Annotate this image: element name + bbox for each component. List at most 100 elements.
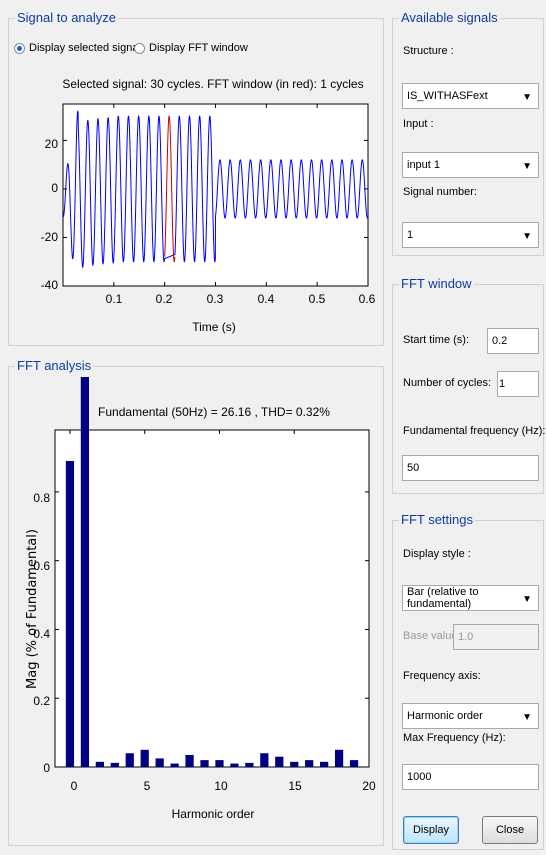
fft-settings-title: FFT settings xyxy=(399,512,476,528)
fft-xtick-20: 20 xyxy=(362,779,376,793)
base-value-label: Base value: xyxy=(403,630,461,642)
fft-xtick-10: 10 xyxy=(214,779,228,793)
signal-ytick-m40: -40 xyxy=(41,278,59,292)
fft-ytick-0.6: 0.6 xyxy=(33,559,50,573)
signal-xtick-0.4: 0.4 xyxy=(258,292,275,306)
base-value-input: 1.0 xyxy=(453,624,539,650)
fft-ytick-0.4: 0.4 xyxy=(33,627,50,641)
radio-display-selected[interactable]: Display selected signal xyxy=(14,42,141,54)
fft-ytick-0: 0 xyxy=(43,761,50,775)
chevron-down-icon[interactable]: ▼ xyxy=(522,231,532,242)
signal-panel-title: Signal to analyze xyxy=(15,10,119,26)
structure-select[interactable]: IS_WITHASFext ▼ xyxy=(402,83,539,109)
display-style-value: Bar (relative to fundamental) xyxy=(407,586,479,610)
fft-plot-area xyxy=(54,429,370,768)
input-select[interactable]: input 1 ▼ xyxy=(402,152,539,178)
fft-window-title: FFT window xyxy=(399,276,474,292)
fft-bar xyxy=(95,761,104,767)
fft-bar xyxy=(275,756,284,767)
max-freq-input[interactable]: 1000 xyxy=(402,764,539,790)
fund-freq-value: 50 xyxy=(407,462,420,474)
fft-window-panel: FFT window xyxy=(392,276,544,494)
fft-plot: Fundamental (50Hz) = 26.16 , THD= 0.32% … xyxy=(25,377,376,821)
display-button[interactable]: Display xyxy=(403,816,459,844)
fft-ytick-0.8: 0.8 xyxy=(33,491,50,505)
max-freq-label: Max Frequency (Hz): xyxy=(403,732,506,744)
radio-selected-indicator[interactable] xyxy=(14,42,25,54)
fft-analysis-title: FFT analysis xyxy=(15,358,94,374)
num-cycles-label: Number of cycles: xyxy=(403,377,492,389)
signal-series-blue xyxy=(62,110,369,269)
fft-bar xyxy=(110,762,119,767)
signal-xtick-0.3: 0.3 xyxy=(207,292,224,306)
fft-bar xyxy=(349,760,359,767)
fft-axis-ticks xyxy=(55,430,370,767)
signal-waveform xyxy=(62,110,369,269)
fft-plot-title: Fundamental (50Hz) = 26.16 , THD= 0.32% xyxy=(98,405,330,419)
radio-display-fft[interactable]: Display FFT window xyxy=(134,42,248,54)
signal-axis-ticks xyxy=(63,104,368,286)
num-cycles-value: 1 xyxy=(499,378,506,390)
display-style-label: Display style : xyxy=(403,548,471,560)
start-time-input[interactable]: 0.2 xyxy=(487,328,539,354)
chevron-down-icon[interactable]: ▼ xyxy=(522,594,532,605)
available-signals-title: Available signals xyxy=(399,10,500,26)
close-button[interactable]: Close xyxy=(482,816,538,844)
num-cycles-input[interactable]: 1 xyxy=(497,371,539,397)
radio-fft-indicator[interactable] xyxy=(134,42,145,54)
fft-xtick-5: 5 xyxy=(144,779,151,793)
fft-bar xyxy=(185,754,194,767)
start-time-value: 0.2 xyxy=(492,335,508,347)
chevron-down-icon[interactable]: ▼ xyxy=(522,712,532,723)
chevron-down-icon[interactable]: ▼ xyxy=(522,92,532,103)
fund-freq-input[interactable]: 50 xyxy=(402,455,539,481)
fft-xtick-15: 15 xyxy=(288,779,302,793)
signal-plot: Selected signal: 30 cycles. FFT window (… xyxy=(41,77,376,334)
fft-analysis-panel: FFT analysis xyxy=(8,358,384,846)
signal-number-select[interactable]: 1 ▼ xyxy=(402,222,539,248)
fft-bar xyxy=(230,763,239,767)
signal-xtick-0.2: 0.2 xyxy=(156,292,173,306)
fft-bar xyxy=(65,460,75,767)
signal-number-select-value: 1 xyxy=(407,229,414,241)
display-style-select[interactable]: Bar (relative to fundamental) ▼ xyxy=(402,585,539,611)
available-signals-panel: Available signals xyxy=(392,10,544,256)
signal-xtick-0.1: 0.1 xyxy=(106,292,123,306)
fft-bar xyxy=(245,762,254,767)
structure-label: Structure : xyxy=(403,45,454,57)
fft-bar xyxy=(260,753,269,767)
fft-bar xyxy=(305,760,314,767)
fft-ylabel: Mag (% of Fundamental) xyxy=(25,529,40,689)
fft-bar xyxy=(125,753,134,767)
fft-bar xyxy=(80,377,90,767)
fft-bar xyxy=(334,749,344,767)
input-select-value: input 1 xyxy=(407,159,441,171)
fft-bar xyxy=(140,749,149,767)
fft-bars xyxy=(65,377,359,767)
freq-axis-select[interactable]: Harmonic order ▼ xyxy=(402,703,539,729)
radio-selected-label: Display selected signal xyxy=(29,42,141,54)
signal-panel: Signal to analyze xyxy=(8,10,384,346)
signal-number-label: Signal number: xyxy=(403,186,477,198)
signal-xtick-0.6: 0.6 xyxy=(359,292,376,306)
structure-select-value: IS_WITHASFext xyxy=(407,90,488,102)
fft-bar xyxy=(170,763,179,767)
fft-bar xyxy=(155,758,164,767)
freq-axis-value: Harmonic order xyxy=(407,710,483,722)
start-time-label: Start time (s): xyxy=(403,334,470,346)
fft-ytick-0.2: 0.2 xyxy=(33,694,50,708)
signal-plot-title: Selected signal: 30 cycles. FFT window (… xyxy=(62,77,363,91)
fft-bar xyxy=(320,761,329,767)
base-value-value: 1.0 xyxy=(458,631,474,643)
chevron-down-icon[interactable]: ▼ xyxy=(522,161,532,172)
fft-settings-panel: FFT settings xyxy=(392,512,544,850)
max-freq-value: 1000 xyxy=(407,771,432,783)
signal-series-fft-window xyxy=(164,115,176,263)
fft-xlabel: Harmonic order xyxy=(172,807,255,821)
radio-fft-label: Display FFT window xyxy=(149,42,248,54)
fft-bar xyxy=(200,760,209,767)
input-label: Input : xyxy=(403,118,434,130)
fft-xtick-0: 0 xyxy=(71,779,78,793)
signal-ytick-20: 20 xyxy=(45,137,59,151)
signal-ytick-0: 0 xyxy=(51,181,58,195)
